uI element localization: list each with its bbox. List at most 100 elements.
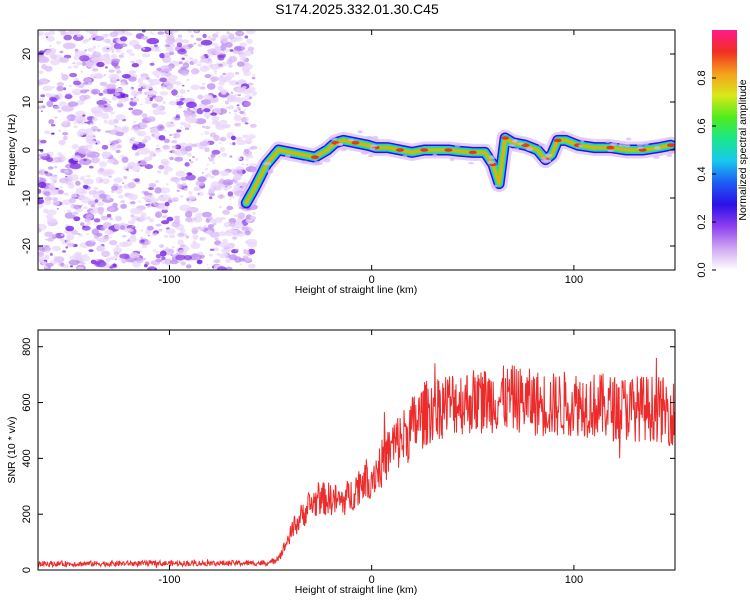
noise-speckle [92,76,97,79]
noise-speckle [135,181,141,185]
noise-speckle [159,53,166,59]
ridge-peak [420,148,429,152]
noise-speckle [116,70,122,74]
noise-speckle [86,62,98,68]
ridge-wisp [432,153,438,158]
noise-speckle [38,177,41,181]
noise-speckle [80,89,88,94]
noise-speckle [82,206,88,210]
noise-speckle [61,74,69,81]
noise-speckle [227,64,234,68]
noise-speckle [95,153,99,156]
noise-speckle [209,248,215,251]
noise-speckle [88,190,95,195]
noise-speckle [109,231,113,234]
noise-speckle [162,144,170,150]
noise-speckle [54,166,58,169]
noise-speckle [120,52,125,55]
noise-speckle [155,250,160,254]
noise-speckle [213,247,219,252]
snr-y-label: SNR (10 * v/v) [6,416,18,483]
noise-speckle [207,35,212,40]
noise-speckle [114,258,118,261]
noise-speckle [62,121,68,126]
noise-speckle [164,57,172,61]
noise-speckle [108,175,113,178]
noise-speckle [121,74,131,79]
noise-speckle [46,35,55,42]
noise-speckle [180,121,187,126]
noise-speckle [100,215,109,221]
noise-speckle [143,135,152,142]
noise-speckle [228,254,238,261]
noise-speckle [115,244,120,249]
noise-speckle [102,38,110,43]
noise-speckle [208,253,213,257]
noise-speckle [218,46,222,50]
snr-x-axis: -100 0 100 [158,330,583,586]
noise-speckle [224,229,234,237]
noise-speckle [75,187,86,194]
noise-speckle [111,96,118,101]
noise-speckle [52,200,60,206]
noise-speckle [227,243,236,248]
noise-speckle [38,198,45,205]
noise-speckle [107,119,116,126]
noise-speckle [225,258,231,264]
noise-speckle [207,224,215,229]
noise-speckle [126,49,133,54]
noise-speckle [96,73,104,79]
ridge-wisp [652,155,660,159]
noise-speckle [243,88,252,95]
noise-speckle [167,249,174,253]
noise-speckle [87,218,91,221]
noise-speckle [143,156,153,162]
spectrogram-x-label: Height of straight line (km) [295,284,418,296]
noise-speckle [171,246,175,249]
noise-speckle [55,187,59,190]
noise-speckle [202,125,205,128]
noise-speckle [38,188,42,194]
noise-speckle [90,209,98,214]
noise-speckle [109,31,119,38]
noise-speckle [119,241,129,248]
noise-speckle [109,237,113,239]
y-tick-label: 600 [21,393,33,411]
noise-speckle [164,214,168,218]
noise-speckle [184,145,193,152]
noise-speckle [155,144,160,147]
noise-speckle [38,171,43,174]
noise-speckle [56,82,65,87]
ridge-wisp [666,154,673,158]
noise-speckle [146,225,154,231]
noise-speckle [57,189,64,195]
noise-speckle [147,78,153,83]
noise-speckle [42,248,45,250]
noise-speckle [179,126,183,129]
noise-speckle [236,106,241,110]
x-tick-label: 0 [369,274,375,286]
noise-speckle [228,55,238,63]
noise-speckle [73,216,81,222]
noise-speckle [120,154,124,158]
noise-speckle [52,86,55,89]
noise-speckle [163,129,167,132]
noise-speckle [207,266,210,269]
noise-speckle [48,44,52,47]
noise-speckle [97,45,100,48]
noise-speckle [99,193,107,199]
noise-speckle [152,108,162,116]
noise-speckle [68,30,81,35]
noise-speckle [137,147,151,155]
noise-speckle [130,214,135,218]
noise-speckle [184,54,188,57]
noise-speckle [65,246,69,249]
ridge-wisp [372,135,379,140]
noise-speckle [206,263,209,266]
noise-speckle [224,124,229,128]
noise-speckle [119,258,122,261]
noise-speckle [202,33,207,39]
noise-speckle [175,81,182,86]
noise-speckle [229,198,232,200]
noise-speckle [216,266,228,270]
